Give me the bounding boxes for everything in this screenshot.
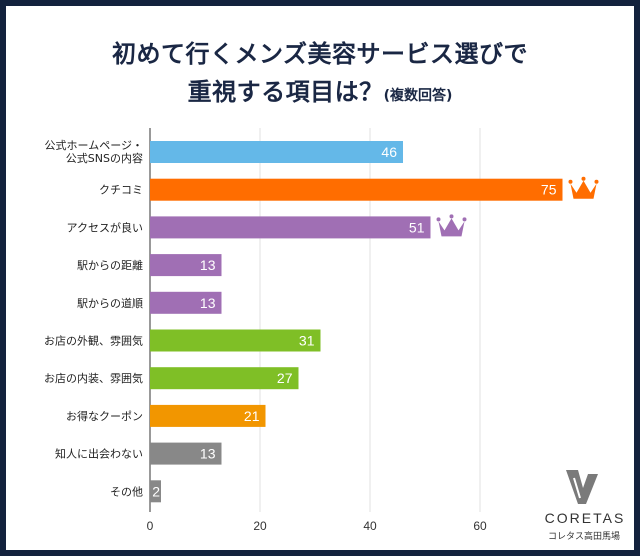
bar-value-label-9: 2 xyxy=(152,483,160,499)
x-tick-labels: 0 20 40 60 xyxy=(147,519,487,533)
chart-card xyxy=(6,6,634,550)
category-label-7: お得なクーポン xyxy=(66,410,143,423)
coretas-logo-icon xyxy=(566,470,598,504)
brand-subtitle: コレタス高田馬場 xyxy=(547,532,620,542)
category-labels: 公式ホームページ・公式SNSの内容クチコミアクセスが良い駅からの距離駅からの道順… xyxy=(44,139,143,498)
bars-layer: 46 75 51 13 13 31 27 21 13 2 xyxy=(150,141,599,503)
bar-value-label-3: 13 xyxy=(200,257,216,273)
bar-value-label-8: 13 xyxy=(200,446,216,462)
crown-icon-1 xyxy=(568,176,599,199)
category-label-line: お得なクーポン xyxy=(66,410,143,423)
bar-value-label-7: 21 xyxy=(244,408,260,424)
bar-value-label-0: 46 xyxy=(381,144,397,160)
brand-name: CORETAS xyxy=(544,510,626,526)
category-label-line: アクセスが良い xyxy=(67,220,143,234)
x-tick-label-0: 0 xyxy=(147,519,154,533)
category-label-8: 知人に出会わない xyxy=(55,447,143,461)
chart-title-main: 重視する項目は？ xyxy=(187,78,384,106)
category-label-5: お店の外観、雰囲気 xyxy=(44,334,143,348)
bar-value-label-4: 13 xyxy=(200,295,216,311)
bar-value-label-6: 27 xyxy=(277,370,293,386)
bar-8 xyxy=(150,442,222,465)
category-label-3: 駅からの距離 xyxy=(77,258,143,272)
category-label-line: 駅からの道順 xyxy=(77,296,143,310)
bar-6 xyxy=(150,367,299,390)
bar-0 xyxy=(150,141,403,163)
category-label-line: 公式SNSの内容 xyxy=(66,151,143,165)
category-label-0: 公式ホームページ・公式SNSの内容 xyxy=(45,139,143,165)
bar-5 xyxy=(150,329,321,352)
x-tick-label-40: 40 xyxy=(363,519,377,533)
bar-2 xyxy=(150,216,431,239)
category-label-line: 駅からの距離 xyxy=(77,258,143,272)
bar-value-label-2: 51 xyxy=(409,219,425,235)
chart-title-line-2: 重視する項目は？(複数回答) xyxy=(0,72,640,107)
bar-value-label-1: 75 xyxy=(541,182,557,198)
category-label-4: 駅からの道順 xyxy=(77,296,143,310)
category-label-line: お店の内装、雰囲気 xyxy=(44,371,143,385)
bar-1 xyxy=(150,178,563,201)
category-label-line: 知人に出会わない xyxy=(55,447,143,461)
bar-4 xyxy=(150,291,222,314)
category-label-6: お店の内装、雰囲気 xyxy=(44,371,143,385)
chart-title-note: (複数回答) xyxy=(383,88,453,104)
crown-icon-2 xyxy=(436,214,467,237)
category-label-9: その他 xyxy=(110,485,143,498)
category-label-line: 公式ホームページ・ xyxy=(45,139,143,152)
bar-3 xyxy=(150,254,222,277)
bar-9 xyxy=(150,480,161,503)
category-label-2: アクセスが良い xyxy=(67,220,143,234)
category-label-line: クチコミ xyxy=(99,184,143,197)
bar-7 xyxy=(150,404,266,427)
category-label-line: その他 xyxy=(110,485,143,498)
x-tick-label-20: 20 xyxy=(253,519,267,533)
chart-title-line-1: 初めて行くメンズ美容サービス選びで xyxy=(111,40,529,68)
bar-value-label-5: 31 xyxy=(299,333,315,349)
category-label-1: クチコミ xyxy=(99,184,143,197)
x-tick-label-60: 60 xyxy=(473,519,487,533)
category-label-line: お店の外観、雰囲気 xyxy=(44,334,143,348)
